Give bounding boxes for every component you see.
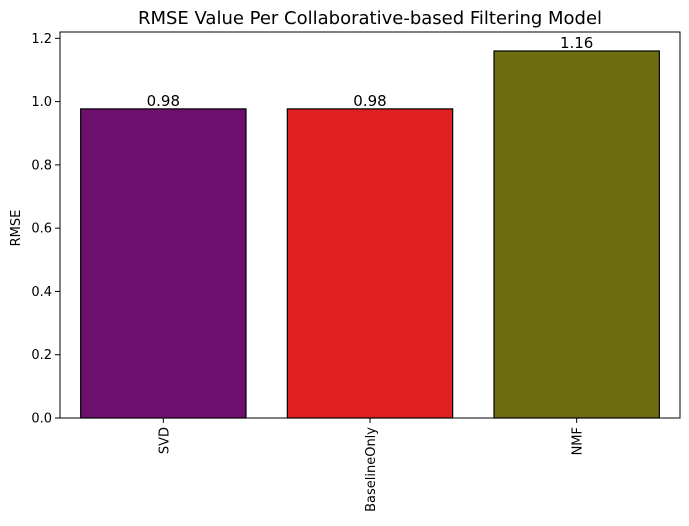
y-ticks-group: 0.0 0.2 0.4 0.6 0.8 1.0 1.2 [31, 32, 60, 427]
y-axis-label: RMSE [9, 210, 24, 247]
bar-svd [80, 108, 247, 419]
x-tick-label-baselineonly: BaselineOnly [364, 427, 379, 512]
plot-frame [59, 31, 681, 419]
x-ticks-group: SVD BaselineOnly NMF [157, 418, 586, 512]
chart-title: RMSE Value Per Collaborative-based Filte… [138, 8, 602, 29]
y-tick-label: 0.2 [31, 348, 52, 363]
data-label-svd: 0.98 [147, 92, 180, 110]
y-tick-label: 1.0 [31, 95, 52, 110]
bars-group: 0.98 0.98 1.16 [80, 34, 660, 419]
y-tick-label: 0.6 [31, 222, 52, 237]
y-tick-label: 0.0 [31, 412, 52, 427]
y-tick-label: 0.4 [31, 285, 52, 300]
data-label-baselineonly: 0.98 [353, 92, 386, 110]
x-tick-label-nmf: NMF [571, 427, 586, 455]
x-tick-label-svd: SVD [157, 427, 172, 454]
data-label-nmf: 1.16 [560, 34, 593, 52]
bar-baselineonly [286, 108, 454, 419]
y-tick-label: 0.8 [31, 158, 52, 173]
bar-nmf [493, 50, 660, 419]
y-tick-label: 1.2 [31, 32, 52, 47]
